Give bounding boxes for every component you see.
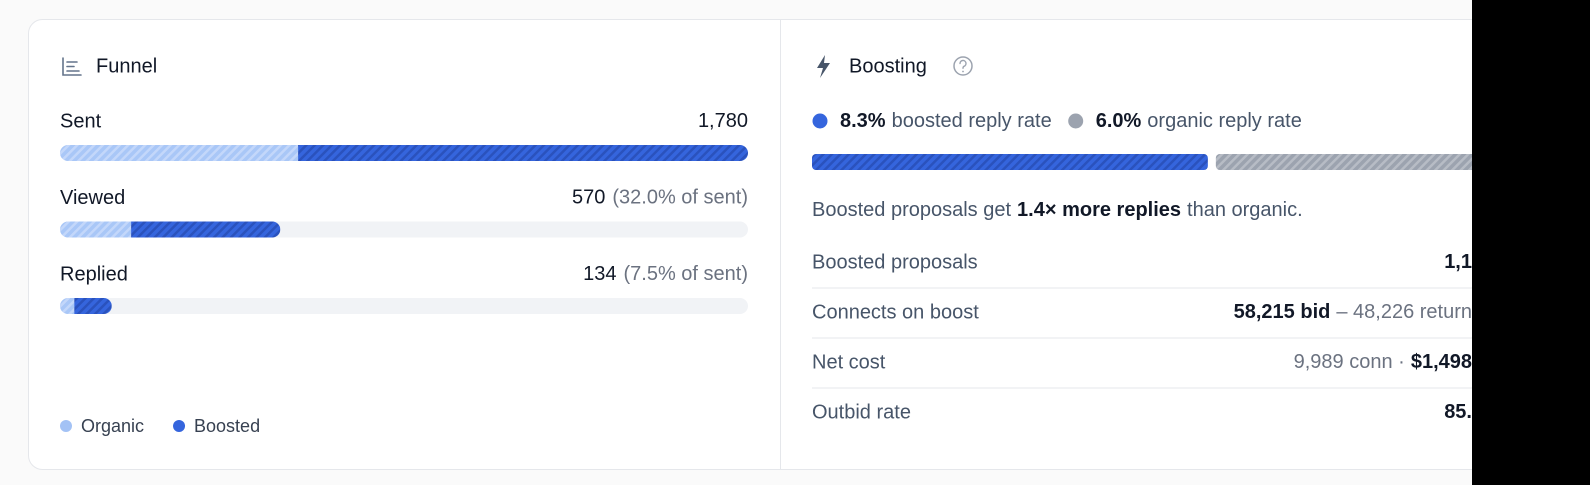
value: 1,780	[698, 110, 748, 132]
rate-desc: organic reply rate	[1147, 110, 1302, 132]
stat-part: 85.	[1444, 401, 1472, 423]
rate-text: 8.3% boosted reply rate	[840, 110, 1052, 132]
stat-label: Outbid rate	[812, 401, 911, 423]
note: (32.0% of sent)	[612, 187, 748, 209]
row-label: Replied	[60, 263, 128, 285]
bar-boosted	[74, 298, 112, 314]
summary-part: 1.4× more replies	[1017, 199, 1181, 221]
row-value: 570 (32.0% of sent)	[572, 187, 748, 209]
bar-organic	[60, 145, 299, 161]
legend-dot	[60, 420, 72, 432]
bar-organic	[60, 298, 75, 314]
row-value: 134 (7.5% of sent)	[583, 263, 748, 285]
summary-part: Boosted proposals get	[812, 199, 1011, 221]
rate-dot	[1068, 113, 1084, 129]
overlay	[1472, 0, 1590, 485]
content: Sent 1,780 Viewed 570 (32.0% of sent) Replied…	[60, 110, 1502, 436]
help-icon[interactable]	[953, 56, 973, 76]
bar-boosted	[131, 221, 281, 238]
summary: Boosted proposals get 1.4× more replies th…	[812, 199, 1303, 221]
rate-text: 6.0% organic reply rate	[1096, 110, 1302, 132]
legend-label: Organic	[81, 416, 144, 436]
stat-part: 9,989 conn ·	[1294, 351, 1405, 373]
value: 134	[583, 263, 616, 285]
stat-part: 58,215 bid	[1234, 301, 1331, 323]
rate-dot	[812, 113, 828, 129]
stat-value: 9,989 conn · $1,498	[1294, 351, 1472, 373]
rate-bar	[812, 154, 1208, 170]
bolt-icon	[817, 55, 830, 78]
summary-part: than organic.	[1187, 199, 1303, 221]
stat-part: – 48,226 return	[1336, 301, 1472, 323]
funnel-icon	[62, 57, 82, 76]
value: 570	[572, 187, 605, 209]
stat-label: Net cost	[812, 351, 886, 373]
stat-label: Boosted proposals	[812, 251, 978, 273]
legend-label: Boosted	[194, 416, 260, 436]
bar-boosted	[298, 145, 748, 161]
rate: 6.0%	[1096, 110, 1142, 132]
bar-track	[60, 298, 748, 314]
rate: 8.3%	[840, 110, 886, 132]
panel-title: Boosting	[849, 55, 927, 77]
stat-value: 1,1	[1444, 251, 1472, 273]
stat-part: $1,498	[1411, 351, 1472, 373]
stat-value: 58,215 bid – 48,226 return	[1234, 301, 1472, 323]
card	[28, 19, 1590, 470]
rate-desc: boosted reply rate	[892, 110, 1052, 132]
note: (7.5% of sent)	[623, 263, 748, 285]
stat-value: 85.	[1444, 401, 1472, 423]
stat-label: Connects on boost	[812, 301, 979, 323]
row-label: Sent	[60, 110, 102, 132]
row-value: 1,780	[698, 110, 748, 132]
bar-organic	[60, 221, 132, 238]
stat-part: 1,1	[1444, 251, 1472, 273]
panel-title: Funnel	[96, 55, 157, 77]
rate-bar	[1215, 154, 1502, 170]
row-label: Viewed	[60, 187, 125, 209]
legend-dot	[173, 420, 186, 432]
